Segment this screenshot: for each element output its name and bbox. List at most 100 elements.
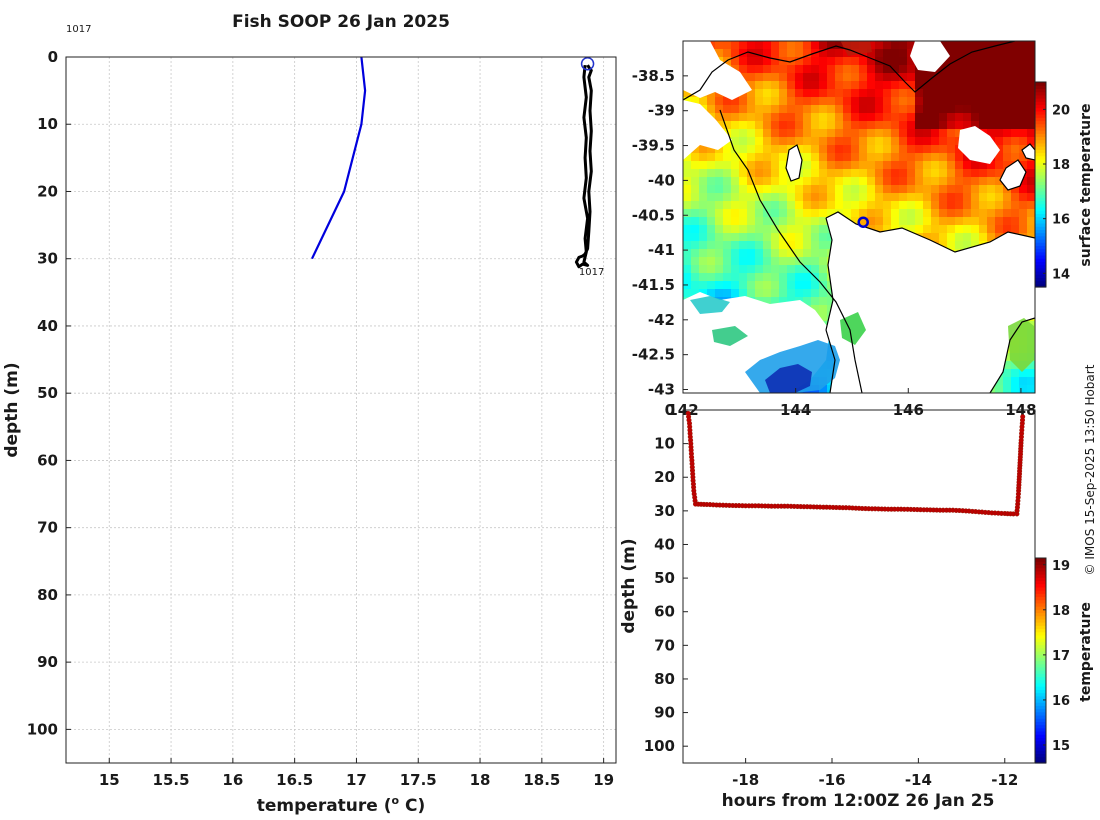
sst-cell: [875, 41, 884, 50]
sst-cell: [995, 209, 1004, 218]
sst-cell: [771, 105, 780, 114]
sst-cell: [995, 65, 1004, 74]
sst-cell: [811, 97, 820, 106]
surface-temperature-colorbar-tick-label: 20: [1052, 103, 1070, 118]
depth-time-y-tick-label: 0: [665, 401, 675, 419]
profile-x-tick-label: 16.5: [276, 771, 313, 789]
sst-cell: [899, 137, 908, 146]
sst-cell: [1019, 377, 1028, 386]
sst-cell: [987, 233, 996, 242]
temperature-colorbar-segment: [1035, 615, 1046, 620]
sst-cell: [1011, 377, 1020, 386]
sst-cell: [1019, 209, 1028, 218]
sst-cell: [979, 209, 988, 218]
sst-cell: [683, 265, 692, 274]
sst-cell: [739, 161, 748, 170]
sst-cell: [787, 265, 796, 274]
sst-cell: [707, 153, 716, 162]
temperature-colorbar-segment: [1035, 718, 1046, 722]
sst-cell: [1027, 49, 1035, 58]
sst-cell: [811, 89, 820, 98]
sst-cell: [995, 81, 1004, 90]
sst-cell: [875, 145, 884, 154]
sst-cell: [891, 153, 900, 162]
sst-cell: [1011, 217, 1020, 226]
sst-cell: [715, 201, 724, 210]
surface-temperature-colorbar-segment: [1035, 101, 1046, 106]
sst-cell: [939, 201, 948, 210]
depth-time-point: [1020, 414, 1026, 420]
coastlines: [683, 41, 1035, 393]
sst-cell: [819, 49, 828, 58]
sst-cell: [1019, 177, 1028, 186]
temperature-colorbar-segment: [1035, 670, 1046, 674]
sst-cell: [915, 145, 924, 154]
sst-cell: [707, 249, 716, 258]
sst-cell: [899, 65, 908, 74]
sst-cell: [699, 273, 708, 282]
sst-cell: [939, 233, 948, 242]
sst-cell: [947, 105, 956, 114]
surface-temperature-colorbar-segment: [1035, 174, 1046, 179]
surface-temperature-colorbar-segment: [1035, 190, 1046, 195]
sst-cell: [1019, 121, 1028, 130]
sst-cell: [779, 217, 788, 226]
sst-cell: [715, 153, 724, 162]
sst-cell: [819, 65, 828, 74]
sst-cell: [899, 73, 908, 82]
sst-cell: [771, 153, 780, 162]
sst-cell: [947, 41, 956, 50]
profile-series-line: [311, 57, 367, 260]
sst-cell: [867, 145, 876, 154]
depth-time-y-tick-label: 50: [654, 569, 675, 587]
sst-cell: [771, 289, 780, 298]
sst-cell: [979, 113, 988, 122]
surface-temperature-colorbar-segment: [1035, 123, 1046, 128]
sst-cell: [803, 201, 812, 210]
surface-temperature-colorbar-segment: [1035, 206, 1046, 211]
sst-cell: [1027, 121, 1035, 130]
surface-temperature-colorbar-segment: [1035, 222, 1046, 227]
sst-cell: [763, 297, 772, 306]
temperature-colorbar-segment: [1035, 622, 1046, 626]
sst-cell: [859, 89, 868, 98]
sst-cell: [1003, 217, 1012, 226]
sst-cell: [699, 193, 708, 202]
sst-cell: [755, 153, 764, 162]
sst-cell: [739, 257, 748, 266]
sst-cell: [971, 121, 980, 130]
sst-cell: [795, 241, 804, 250]
sst-cell: [819, 249, 828, 258]
sst-cell: [955, 41, 964, 50]
surface-temperature-colorbar-ticks: 14 16 18 20: [1043, 103, 1070, 282]
temperature-colorbar-segment: [1035, 660, 1046, 665]
sst-cell: [747, 273, 756, 282]
temperature-colorbar-segment: [1035, 644, 1046, 649]
sst-cell: [835, 57, 844, 66]
sst-cell: [1003, 73, 1012, 82]
sst-cell: [827, 41, 836, 50]
sst-cell: [715, 41, 724, 50]
sst-cell: [731, 105, 740, 114]
sst-cell: [691, 249, 700, 258]
sst-cell: [811, 305, 820, 314]
sst-cell: [1027, 369, 1035, 378]
sst-cell: [907, 137, 916, 146]
surface-temperature-colorbar-label: surface temperature: [1078, 103, 1094, 266]
sst-cell: [755, 289, 764, 298]
sst-cell: [923, 177, 932, 186]
surface-temperature-colorbar-segment: [1035, 245, 1046, 250]
sst-cell: [779, 249, 788, 258]
sst-cell: [955, 217, 964, 226]
sst-cell: [883, 57, 892, 66]
temperature-colorbar-segment: [1035, 708, 1046, 713]
sst-cell: [859, 73, 868, 82]
sst-cell: [779, 289, 788, 298]
sst-cell: [747, 97, 756, 106]
sst-cell: [859, 153, 868, 162]
sst-cell: [843, 129, 852, 138]
sst-cell: [771, 89, 780, 98]
sst-cell: [699, 161, 708, 170]
sst-cell: [947, 185, 956, 194]
sst-cell: [723, 121, 732, 130]
